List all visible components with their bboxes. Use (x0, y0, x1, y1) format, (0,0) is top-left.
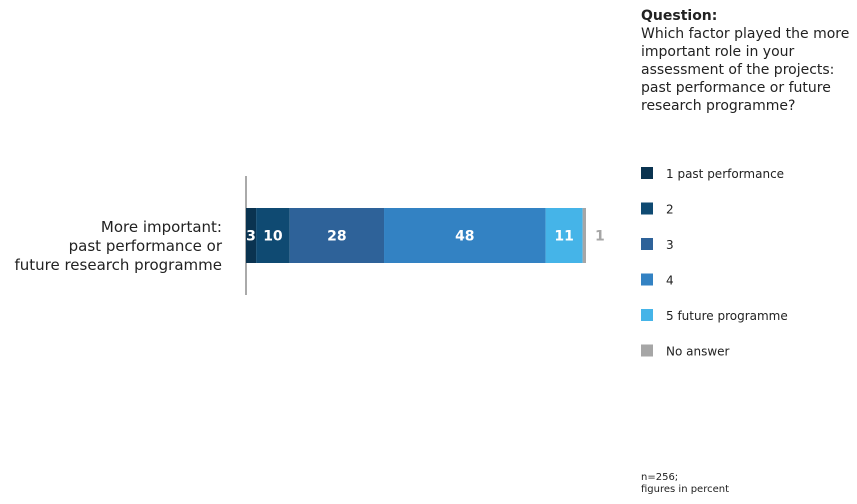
legend-label-5: 5 future programme (666, 309, 788, 323)
footnote: n=256; figures in percent (641, 472, 729, 496)
bar-segment-2 (256, 208, 290, 263)
value-label-6: 1 (595, 229, 605, 245)
legend-swatch-6 (641, 344, 653, 357)
legend-label-1: 1 past performance (666, 167, 784, 181)
legend-label-3: 3 (666, 238, 674, 252)
bar-segment-3 (289, 208, 385, 263)
bar-segment-6 (582, 208, 586, 263)
legend: 1 past performance 2 3 4 5 future programme N… (641, 167, 788, 359)
sample-size-note: n=256; (641, 472, 679, 483)
question-box: Question: Which factor played the more i… (641, 7, 855, 115)
unit-note: figures in percent (641, 484, 730, 495)
legend-label-2: 2 (666, 203, 674, 217)
question-text: Which factor played the more important r… (641, 26, 850, 114)
value-label-1: 3 (246, 229, 256, 245)
bar-segment-4 (384, 208, 546, 263)
question-title: Question: (641, 8, 718, 24)
bar-segments (246, 208, 586, 263)
value-label-2: 10 (263, 229, 283, 245)
legend-label-4: 4 (666, 274, 674, 288)
legend-label-6: No answer (666, 345, 730, 359)
value-label-4: 48 (455, 229, 474, 245)
legend-swatch-5 (641, 309, 653, 321)
legend-swatch-3 (641, 238, 653, 250)
legend-swatch-1 (641, 167, 653, 179)
category-labels: More important: past performance or future… (14, 218, 222, 274)
legend-swatch-2 (641, 202, 653, 215)
category-label: More important: past performance or future… (14, 218, 222, 274)
bar-segment-5 (545, 208, 583, 263)
value-label-3: 28 (327, 229, 346, 245)
data-labels: 3 10 28 48 11 1 (246, 229, 605, 245)
legend-swatch-4 (641, 273, 653, 286)
bar-segment-1 (246, 208, 257, 263)
value-label-5: 11 (554, 229, 573, 245)
